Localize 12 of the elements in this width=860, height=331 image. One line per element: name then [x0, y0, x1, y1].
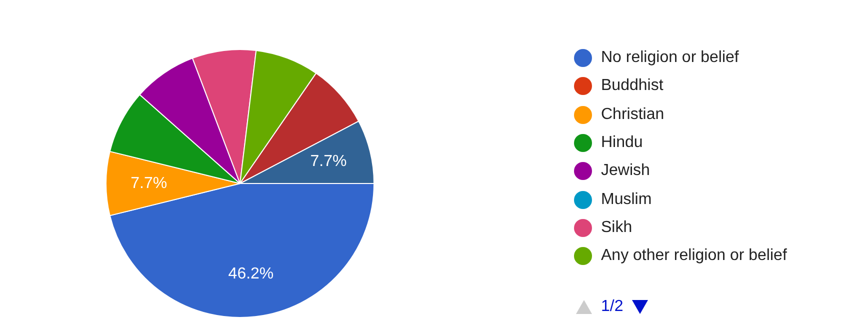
- legend-label: Jewish: [601, 162, 650, 180]
- legend-label: Hindu: [601, 134, 643, 152]
- data-label: 7.7%: [130, 174, 168, 192]
- text: 1/2: [601, 298, 624, 316]
- legend-label: Buddhist: [601, 77, 664, 96]
- data-label: 46.2%: [228, 265, 274, 282]
- legend-label: Muslim: [601, 190, 652, 209]
- data-label: 7.7%: [310, 153, 347, 170]
- legend-label: Christian: [601, 106, 664, 124]
- legend-label: Sikh: [601, 218, 632, 237]
- legend-label: Any other religion or belief: [601, 247, 787, 266]
- legend-label: No religion or belief: [601, 49, 739, 68]
